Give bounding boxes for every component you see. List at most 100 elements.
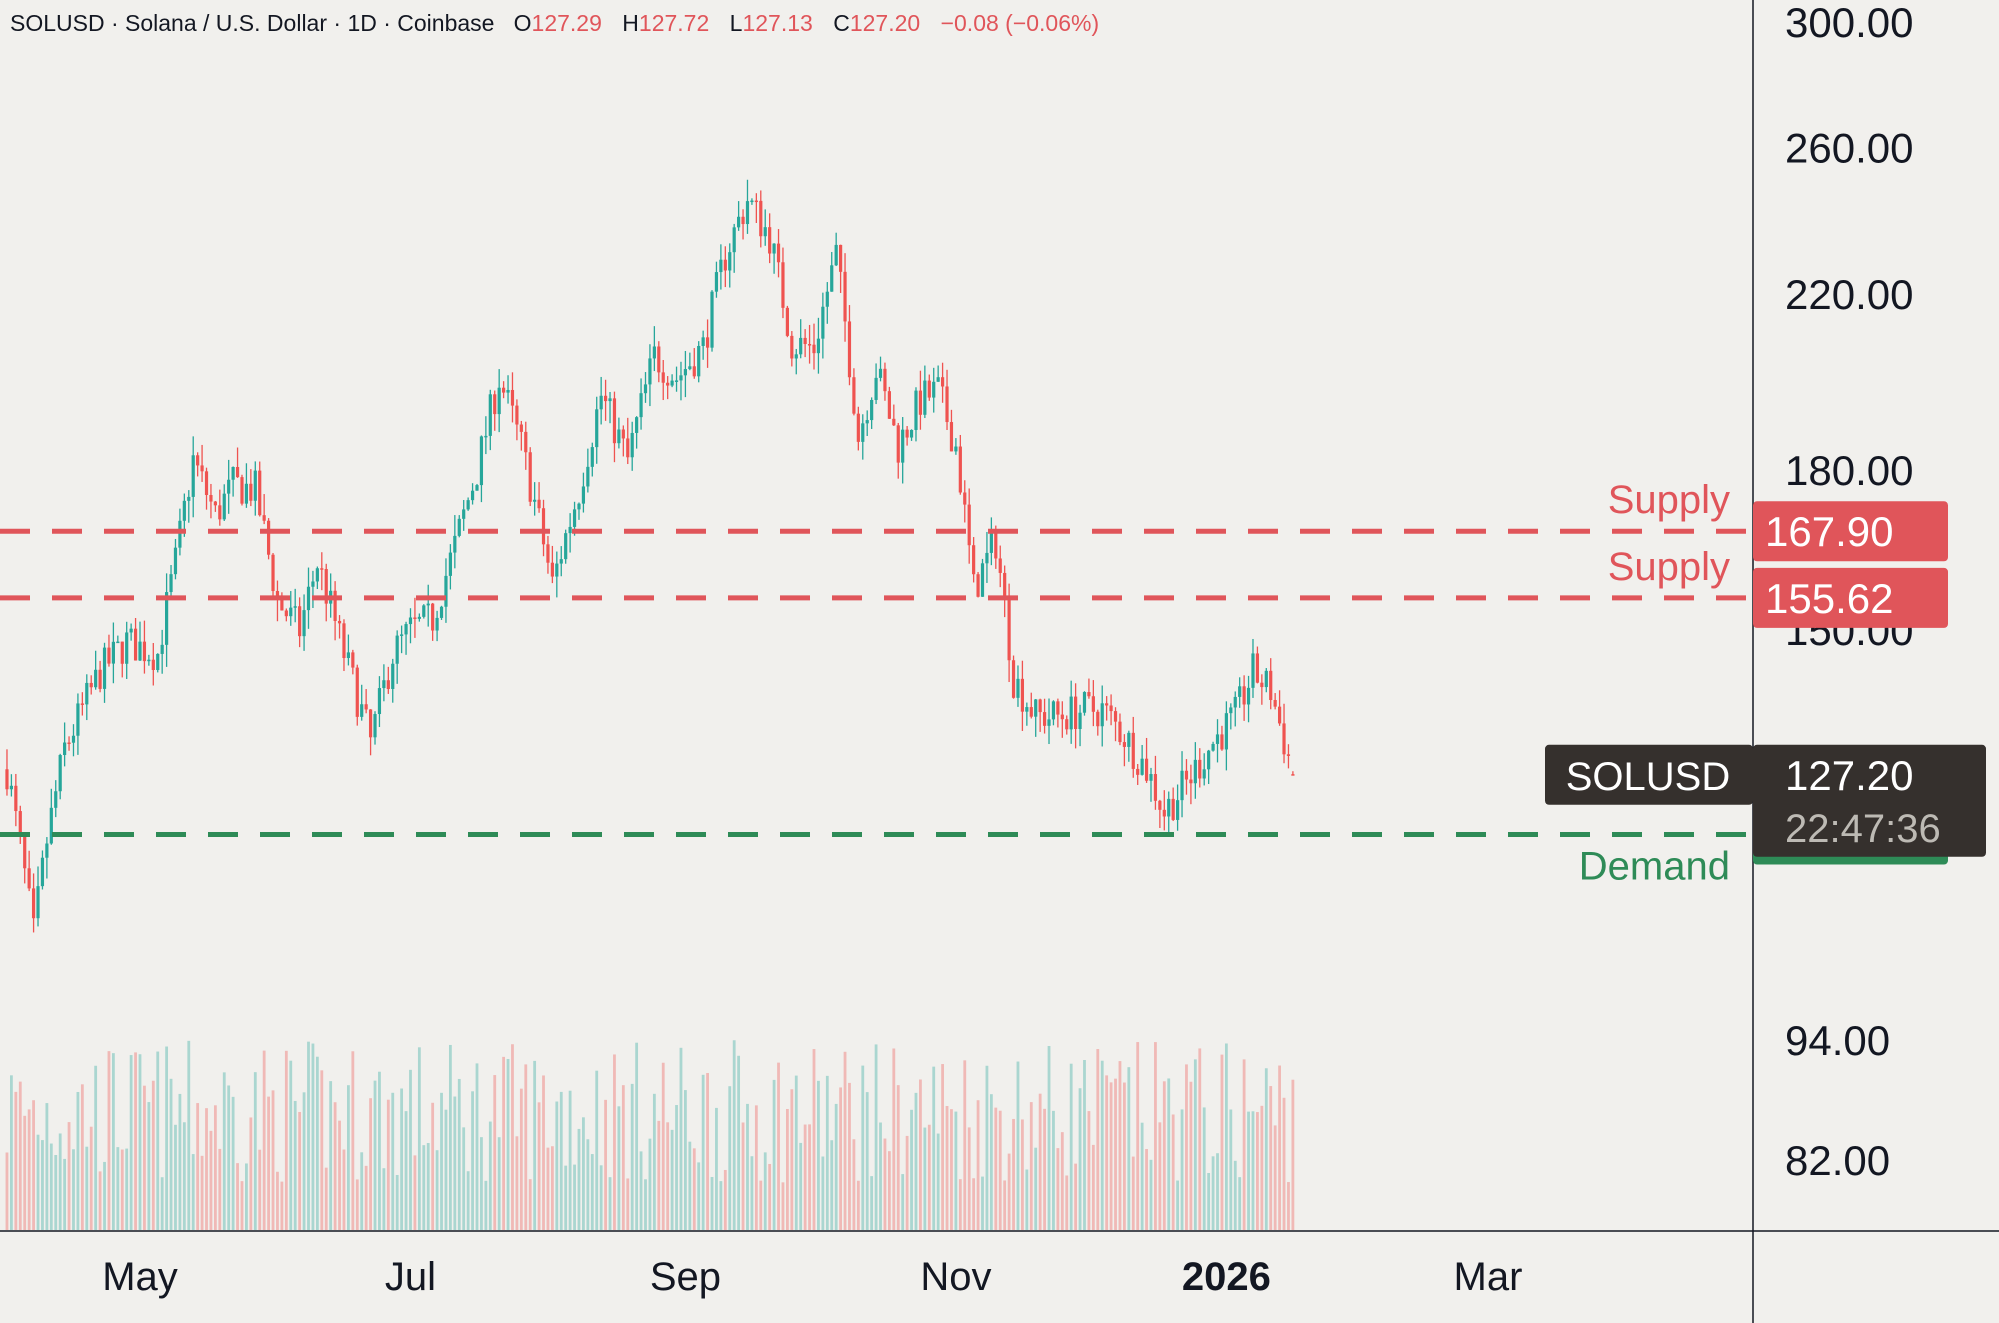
volume-bar: [435, 1150, 439, 1230]
price-tick-label: 94.00: [1785, 1017, 1890, 1064]
volume-bar: [542, 1075, 545, 1230]
candle-body: [151, 659, 155, 670]
candle-body: [639, 393, 643, 418]
volume-bar: [49, 1143, 53, 1230]
price-tick-label: 180.00: [1785, 447, 1913, 494]
volume-bar: [719, 1181, 723, 1230]
candle-body: [76, 703, 80, 736]
volume-bar: [76, 1091, 80, 1230]
high-value: 127.72: [638, 10, 710, 36]
volume-bar: [1029, 1102, 1033, 1230]
candle-body: [958, 446, 962, 493]
volume-bar: [457, 1078, 461, 1230]
volume-bar: [670, 1129, 674, 1230]
candle-body: [723, 259, 727, 271]
candle-body: [763, 227, 767, 237]
candle-body: [515, 405, 519, 425]
volume-bar: [1247, 1111, 1250, 1230]
volume-bar: [790, 1089, 794, 1230]
volume-bar: [302, 1092, 306, 1230]
candle-body: [555, 563, 559, 577]
candle-body: [240, 477, 244, 504]
candle-body: [1273, 700, 1277, 707]
volume-bar: [400, 1088, 404, 1230]
volume-bar: [258, 1149, 262, 1230]
volume-bar: [107, 1051, 111, 1230]
candle-body: [754, 200, 758, 203]
candle-body: [932, 381, 936, 398]
volume-bar: [754, 1105, 758, 1230]
candle-body: [1065, 719, 1069, 730]
candle-body: [1034, 699, 1038, 717]
candle-body: [368, 709, 373, 738]
candle-body: [58, 755, 62, 792]
time-tick-label: Mar: [1454, 1255, 1523, 1299]
candle-body: [413, 617, 417, 619]
candle-body: [191, 455, 195, 497]
change-value: −0.08 (−0.06%): [940, 10, 1100, 36]
candle-body: [258, 470, 262, 516]
candle-body: [1229, 707, 1233, 714]
price-tick-label: 260.00: [1785, 125, 1913, 172]
volume-bar: [156, 1051, 160, 1230]
volume-bar: [972, 1178, 976, 1230]
volume-bar: [817, 1080, 820, 1230]
volume-bar: [706, 1073, 709, 1230]
volume-bar: [475, 1063, 479, 1230]
candle-body: [1211, 743, 1215, 751]
volume-bar: [834, 1103, 838, 1230]
candle-body: [683, 369, 688, 376]
low-value: 127.13: [742, 10, 813, 36]
bar-countdown: 22:47:36: [1785, 807, 1941, 851]
volume-bar: [830, 1140, 834, 1230]
candle-body: [502, 387, 506, 393]
candle-body: [772, 243, 776, 254]
candle-body: [133, 628, 138, 661]
candle-body: [85, 682, 89, 705]
volume-bar: [1238, 1177, 1242, 1230]
candle-body: [541, 508, 546, 545]
volume-bar: [914, 1092, 918, 1230]
candle-body: [196, 455, 200, 466]
volume-bar: [1149, 1159, 1153, 1230]
candle-body: [949, 422, 954, 452]
volume-bar: [1047, 1046, 1051, 1230]
candle-body: [1056, 701, 1060, 715]
volume-bar: [519, 1088, 523, 1230]
candle-body: [1224, 713, 1228, 750]
candle-body: [40, 857, 45, 887]
candle-body: [568, 526, 572, 534]
candle-body: [998, 558, 1002, 573]
volume-bar: [550, 1146, 554, 1230]
candle-body: [306, 586, 311, 611]
candle-body: [138, 641, 142, 661]
candle-body: [1255, 653, 1260, 683]
candle-body: [1105, 703, 1109, 706]
candle-body: [488, 394, 492, 436]
volume-bar: [178, 1093, 182, 1230]
volume-bar: [599, 1165, 603, 1230]
candle-body: [94, 669, 98, 688]
candle-body: [564, 533, 568, 560]
volume-bar: [923, 1127, 927, 1230]
candle-body: [346, 652, 351, 659]
candle-body: [497, 387, 501, 415]
volume-bar: [666, 1122, 670, 1230]
candle-body: [111, 641, 115, 664]
volume-bar: [18, 1081, 22, 1230]
volume-bar: [1074, 1163, 1078, 1230]
volume-bar: [342, 1149, 346, 1230]
candle-body: [626, 438, 630, 458]
volume-bar: [1193, 1059, 1197, 1230]
candle-body: [923, 380, 927, 415]
volume-bar: [404, 1111, 408, 1230]
volume-bar: [1180, 1109, 1184, 1230]
volume-bar: [613, 1054, 616, 1230]
candle-body: [936, 377, 940, 382]
candle-body: [1051, 701, 1056, 720]
candle-body: [187, 496, 191, 501]
candle-body: [528, 452, 532, 502]
volume-bar: [1007, 1153, 1011, 1230]
candle-body: [865, 420, 869, 424]
